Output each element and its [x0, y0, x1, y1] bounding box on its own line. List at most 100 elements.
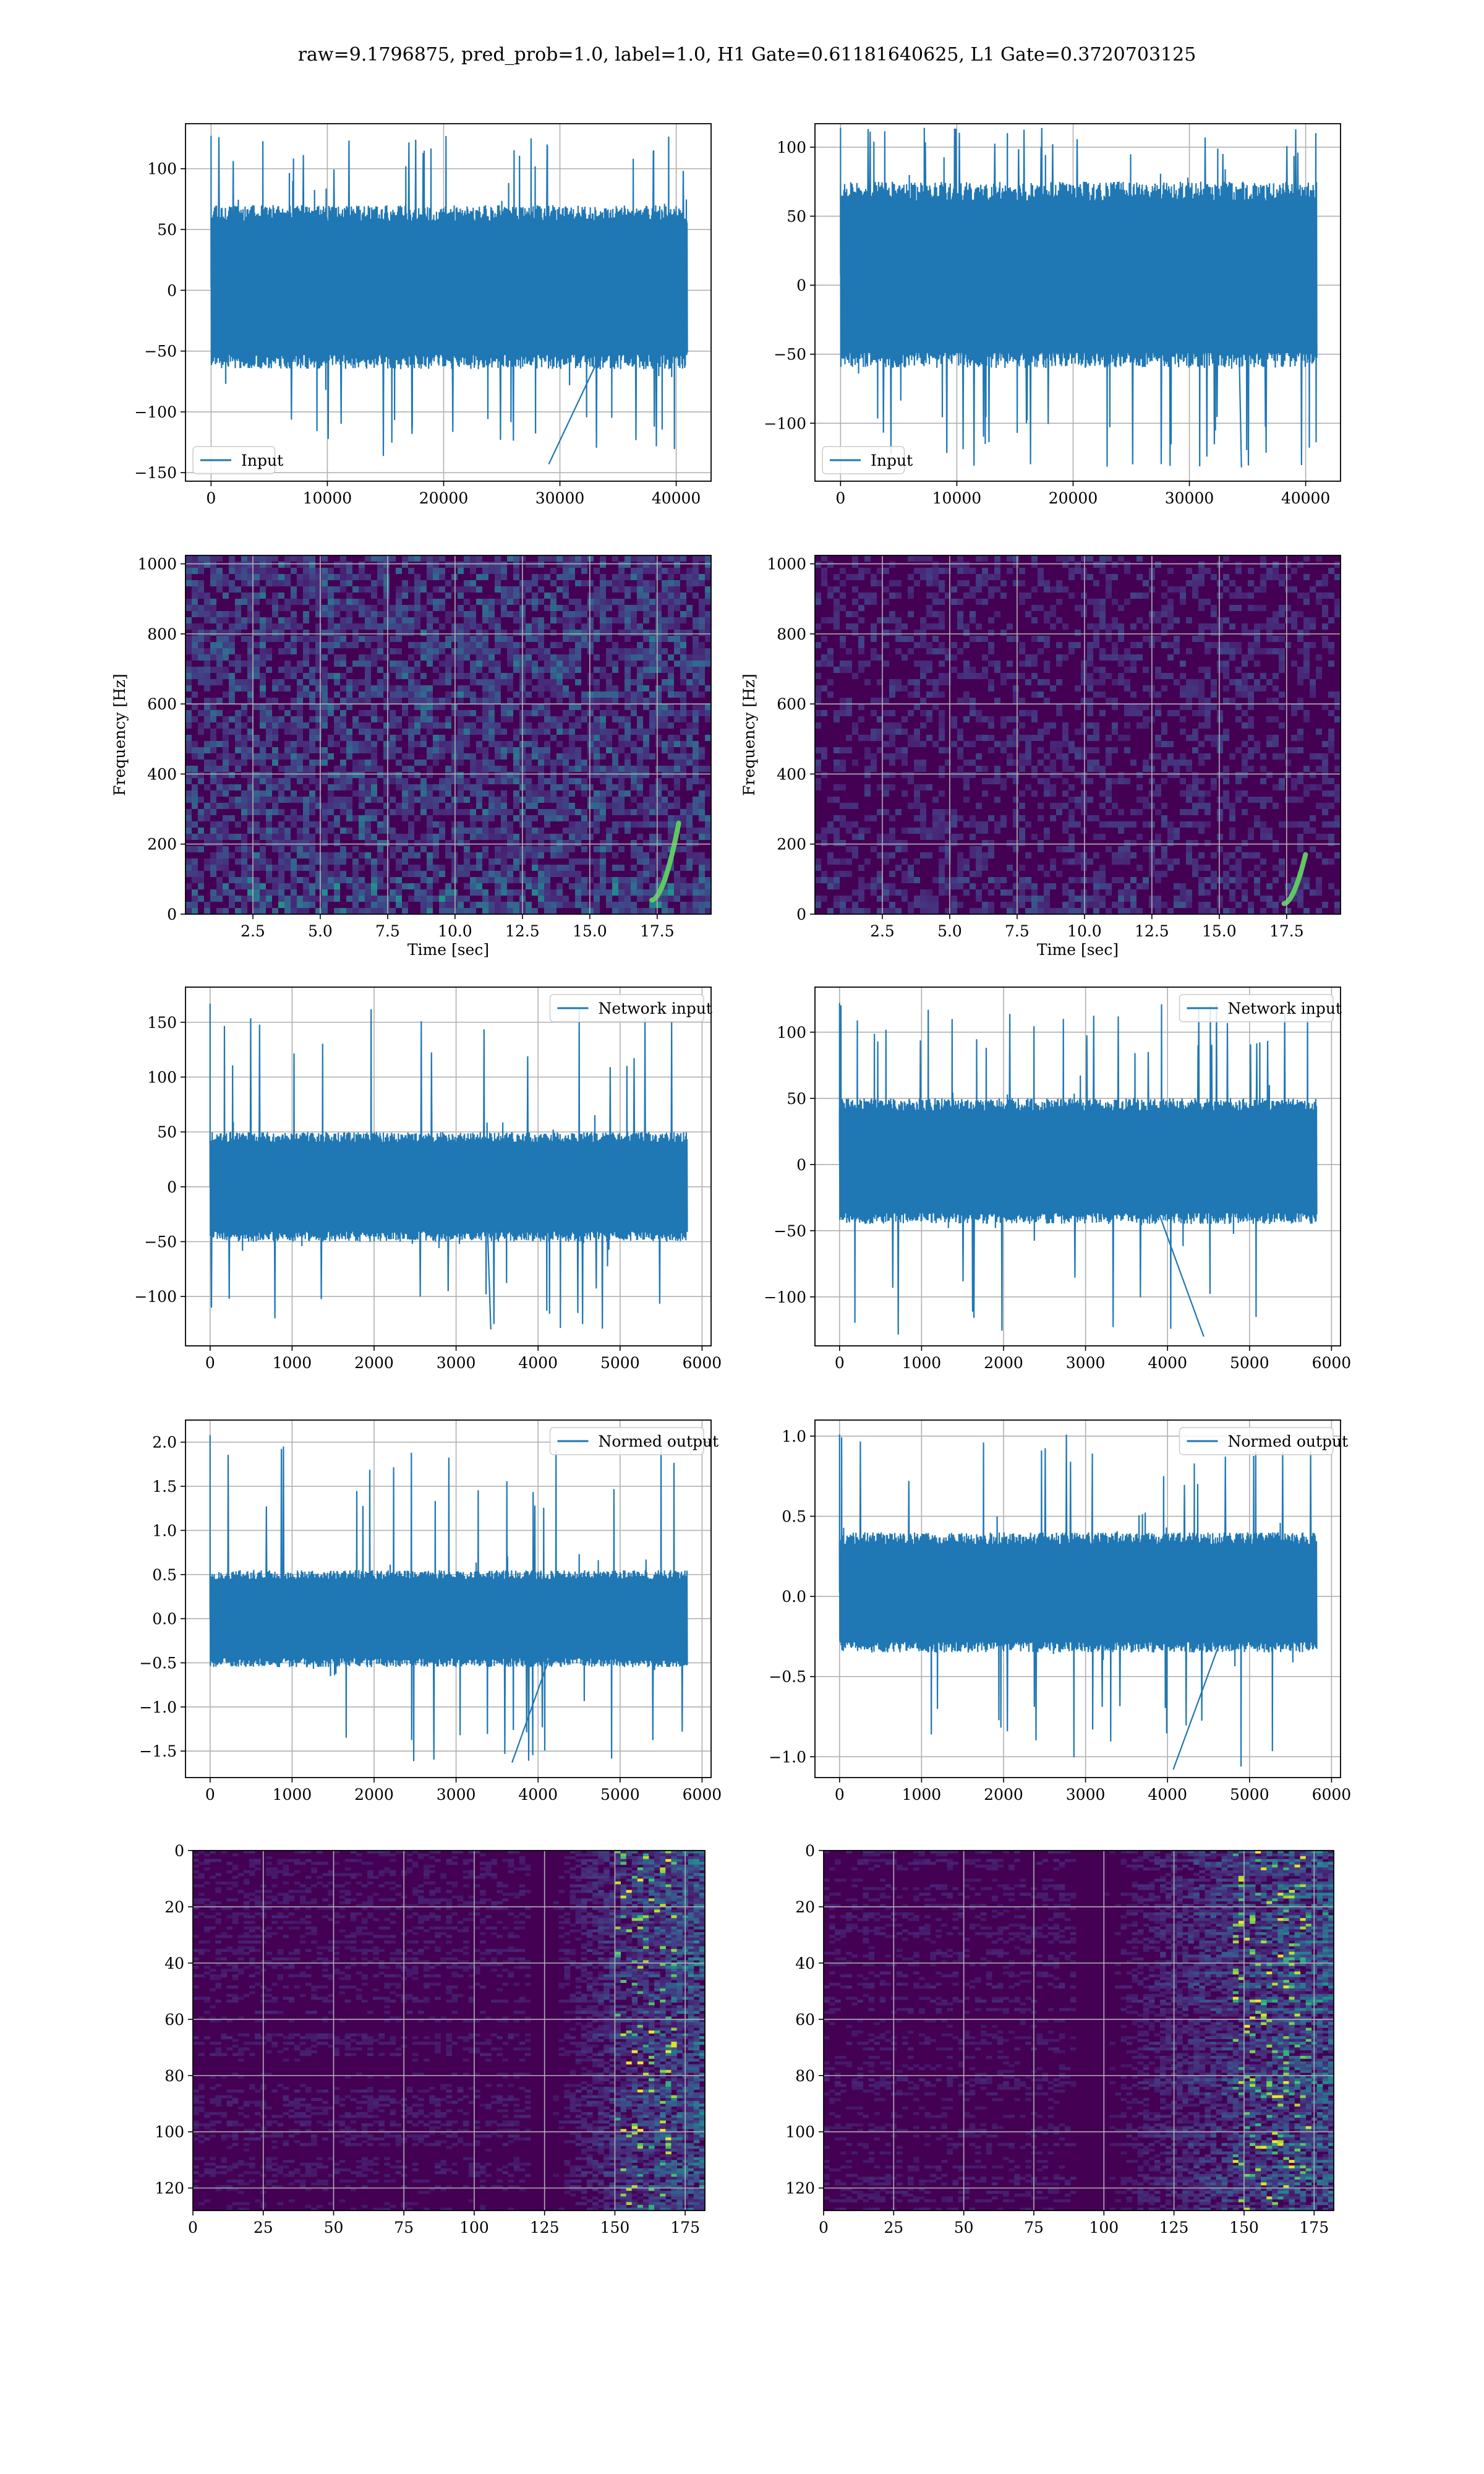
l1-input-panel: 0 10000 20000 30000 40000 −100 −50 0 50 100 Input [764, 123, 1341, 507]
l1-network-input-xtick-label: 2000 [984, 1354, 1023, 1372]
h1-feature-map-xtick-label: 100 [459, 2219, 489, 2236]
h1-feature-map-xtick-label: 150 [600, 2219, 630, 2236]
h1-input-ytick-label: 50 [157, 221, 177, 239]
l1-network-input-xtick-label: 4000 [1148, 1354, 1187, 1372]
h1-normed-output-xtick-label: 5000 [600, 1786, 640, 1804]
l1-feature-map-ytick-label: 100 [785, 2123, 815, 2141]
h1-network-input-xtick-label: 5000 [600, 1354, 640, 1372]
h1-input-series-core [211, 220, 688, 356]
h1-input-xtick-label: 30000 [535, 489, 585, 507]
l1-network-input-legend: Network input [1179, 994, 1342, 1022]
l1-input-ytick-label: 50 [787, 208, 806, 226]
l1-input-peak-min [1237, 275, 1242, 468]
h1-feature-map-frame [192, 1850, 706, 2211]
l1-feature-map-xtick-label: 50 [954, 2219, 974, 2236]
l1-normed-output-panel: 0 1000 2000 3000 4000 5000 6000 −1.0 −0.5 0.0 0.5 1… [769, 1419, 1351, 1804]
h1-feature-map-cells [193, 1851, 706, 2211]
h1-feature-map-ytick-label: 40 [164, 1954, 184, 1972]
h1-normed-output-panel: 0 1000 2000 3000 4000 5000 6000 −1.5 −1.0 −0.5 0.0… [139, 1419, 722, 1804]
h1-input-xtick-label: 20000 [419, 489, 469, 507]
h1-spectrogram-chirp [649, 820, 681, 903]
l1-normed-output-ytick-label: 0.0 [782, 1588, 806, 1606]
l1-network-input-xtick-label: 1000 [902, 1354, 942, 1372]
h1-network-input-ytick-label: −100 [134, 1288, 177, 1306]
h1-spectrogram-xtick-label: 5.0 [308, 922, 333, 940]
l1-network-input-ytick-label: −100 [764, 1288, 806, 1306]
l1-spectrogram-frame [814, 555, 1341, 915]
l1-normed-output-ytick-label: 0.5 [782, 1508, 806, 1526]
l1-spectrogram-chirp [1281, 852, 1308, 906]
h1-spectrogram-panel: 2.5 5.0 7.5 10.0 12.5 15.0 17.5 0 200 400 600 800 10… [111, 555, 712, 959]
h1-input-ytick-label: 100 [147, 160, 177, 178]
h1-feature-map-xtick-label: 75 [394, 2219, 414, 2236]
h1-feature-map-ytick-label: 100 [155, 2123, 184, 2141]
l1-input-legend: Input [822, 446, 913, 474]
h1-network-input-xtick-label: 6000 [683, 1354, 722, 1372]
l1-normed-output-series-core [839, 1544, 1317, 1643]
h1-network-input-ytick-label: 100 [147, 1068, 177, 1086]
l1-spectrogram-xtick-label: 17.5 [1269, 922, 1304, 940]
h1-spectrogram-frame [185, 555, 712, 915]
l1-spectrogram-xtick-label: 12.5 [1135, 922, 1169, 940]
l1-network-input-panel: 0 1000 2000 3000 4000 5000 6000 −100 −50 0 50 100 Ne… [764, 987, 1351, 1372]
l1-spectrogram-ytick-label: 0 [796, 905, 806, 923]
h1-input-xtick-label: 40000 [652, 489, 701, 507]
l1-normed-output-xtick-label: 0 [835, 1786, 845, 1804]
h1-spectrogram-ytick-label: 1000 [137, 555, 177, 573]
l1-input-ytick-label: −50 [774, 346, 806, 364]
l1-network-input-ytick-label: 0 [796, 1156, 806, 1174]
h1-normed-output-xtick-label: 3000 [437, 1786, 476, 1804]
l1-feature-map-cells [824, 1851, 1334, 2211]
h1-spectrogram-xtick-label: 12.5 [505, 922, 540, 940]
l1-input-xtick-label: 20000 [1049, 489, 1098, 507]
l1-input-ytick-label: 0 [796, 276, 806, 294]
l1-network-input-legend-box [1179, 994, 1334, 1022]
h1-input-panel: 0 10000 20000 30000 40000 −150 −100 −50 0 50 100 In… [134, 123, 712, 507]
h1-network-input-ytick-label: 150 [147, 1014, 177, 1032]
h1-network-input-legend: Network input [549, 994, 712, 1022]
h1-spectrogram-ytick-label: 600 [147, 695, 177, 713]
l1-feature-map-panel: 0 25 50 75 100 125 150 175 0 20 40 60 80 100 120 [785, 1842, 1334, 2236]
h1-spectrogram-ytick-label: 0 [167, 905, 177, 923]
h1-network-input-frame [185, 987, 712, 1346]
l1-input-ytick-label: 100 [777, 139, 806, 156]
l1-feature-map-ytick-label: 80 [795, 2067, 815, 2085]
h1-input-peak-min [548, 286, 633, 464]
h1-spectrogram-xlabel: Time [sec] [407, 941, 489, 959]
h1-spectrogram-xtick-label: 7.5 [375, 922, 400, 940]
l1-input-xtick-label: 0 [835, 489, 845, 507]
h1-input-frame [185, 123, 712, 482]
l1-feature-map-ytick-label: 0 [805, 1842, 815, 1860]
l1-spectrogram-xtick-label: 15.0 [1202, 922, 1237, 940]
l1-normed-output-peak-min [1172, 1592, 1239, 1770]
l1-normed-output-frame [814, 1419, 1341, 1778]
l1-network-input-frame [814, 987, 1341, 1346]
h1-network-input-ytick-label: 50 [157, 1123, 177, 1141]
l1-spectrogram-xtick-label: 10.0 [1067, 922, 1102, 940]
h1-input-legend: Input [192, 446, 283, 474]
h1-network-input-xtick-label: 0 [205, 1354, 215, 1372]
l1-spectrogram-xtick-label: 7.5 [1005, 922, 1030, 940]
l1-normed-output-ytick-label: 1.0 [782, 1427, 806, 1445]
h1-network-input-ytick-label: −50 [144, 1233, 177, 1251]
l1-normed-output-xtick-label: 2000 [984, 1786, 1023, 1804]
h1-normed-output-ytick-label: −1.0 [139, 1698, 177, 1716]
h1-network-input-series-core [210, 1142, 688, 1232]
l1-normed-output-legend-box [1179, 1427, 1334, 1455]
h1-input-ytick-label: −100 [134, 403, 177, 421]
h1-input-ytick-label: −50 [144, 343, 177, 361]
l1-normed-output-ytick-label: −0.5 [769, 1668, 806, 1686]
h1-network-input-xtick-label: 2000 [354, 1354, 394, 1372]
h1-spectrogram-ytick-label: 400 [147, 765, 177, 783]
h1-feature-map-xtick-label: 50 [324, 2219, 344, 2236]
l1-feature-map-xtick-label: 25 [884, 2219, 903, 2236]
h1-network-input-xtick-label: 4000 [518, 1354, 558, 1372]
l1-input-xtick-label: 30000 [1165, 489, 1214, 507]
figure-title: raw=9.1796875, pred_prob=1.0, label=1.0,… [298, 44, 1196, 66]
l1-spectrogram-xtick-label: 5.0 [937, 922, 962, 940]
h1-normed-output-ytick-label: 0.5 [152, 1566, 177, 1584]
h1-normed-output-ytick-label: −0.5 [139, 1654, 177, 1672]
h1-normed-output-frame [185, 1419, 712, 1778]
l1-network-input-peak-min [1139, 1161, 1205, 1337]
